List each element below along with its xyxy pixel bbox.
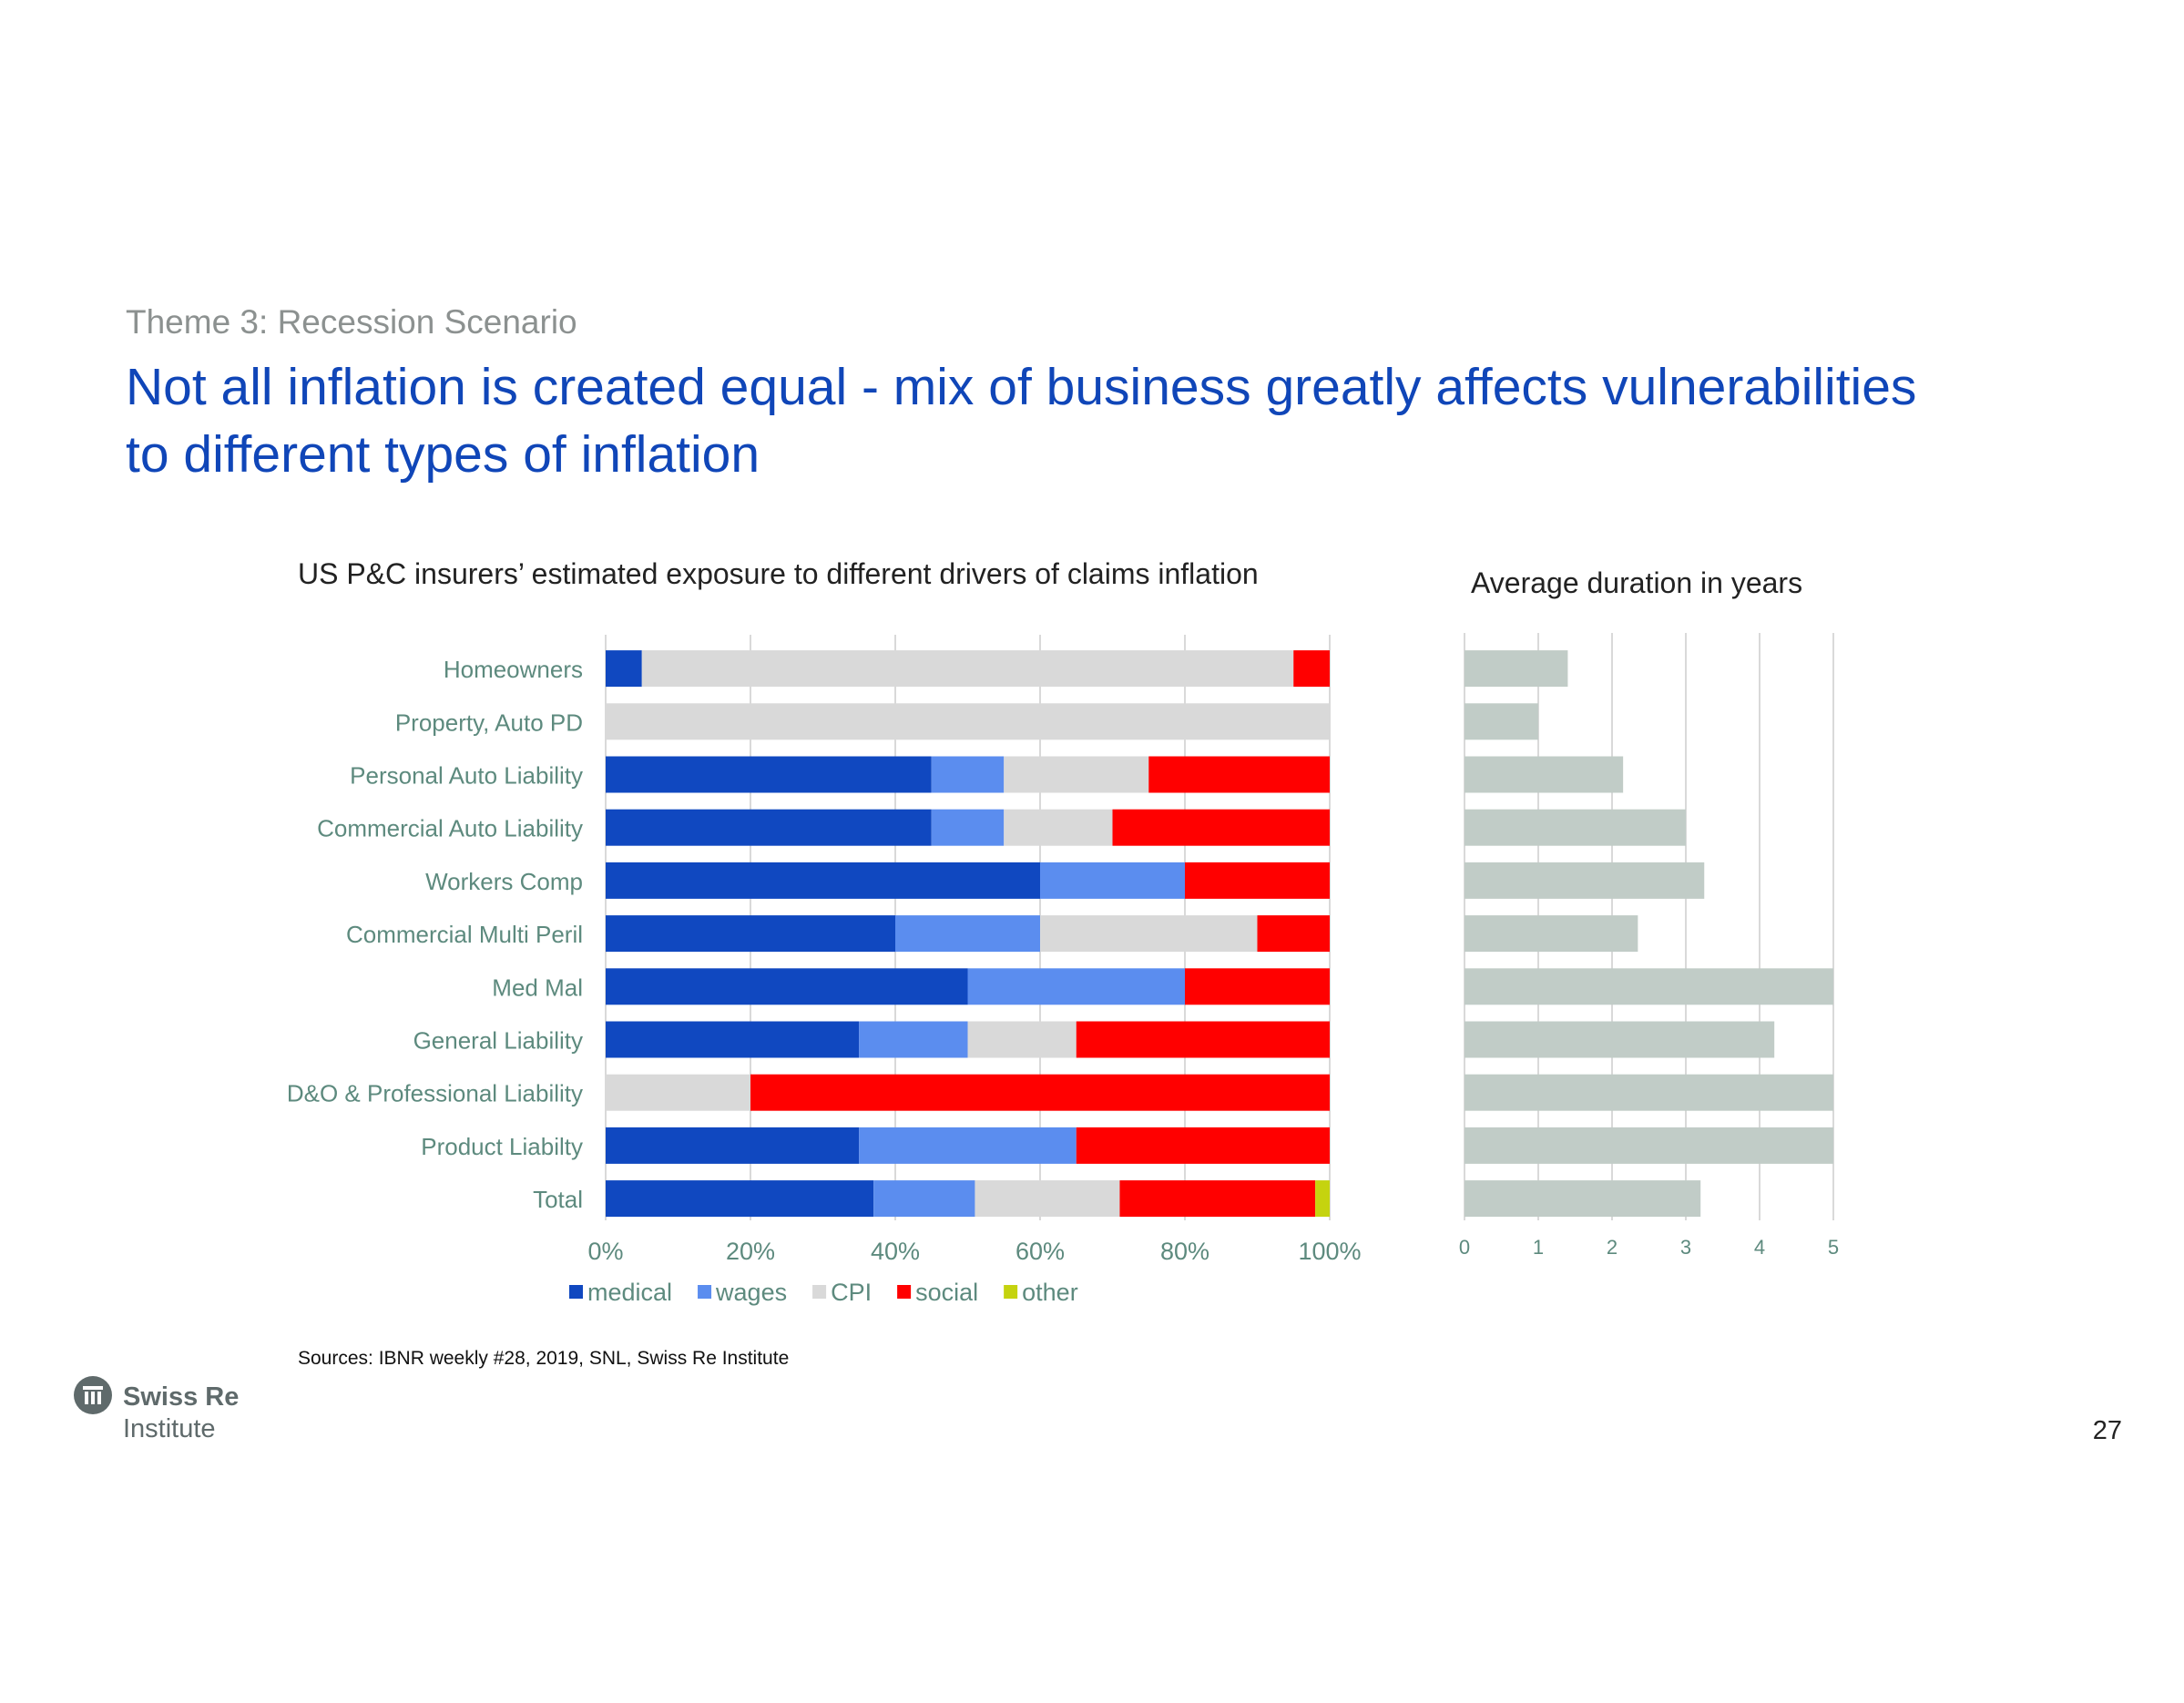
- exposure-category-label: Product Liabilty: [421, 1133, 583, 1160]
- duration-bar: [1465, 650, 1568, 688]
- exposure-bar-wages: [967, 968, 1185, 1005]
- exposure-bar-cpi: [606, 1074, 750, 1111]
- exposure-category-label: Workers Comp: [425, 868, 583, 895]
- exposure-bar-cpi: [1004, 809, 1113, 846]
- legend-swatch-social: [897, 1285, 912, 1299]
- exposure-bar-cpi: [975, 1180, 1120, 1218]
- legend-swatch-other: [1004, 1285, 1018, 1299]
- exposure-bar-social: [1148, 756, 1330, 793]
- exposure-bar-social: [1185, 968, 1330, 1005]
- exposure-bar-wages: [873, 1180, 975, 1218]
- exposure-bar-cpi: [1004, 756, 1149, 793]
- exposure-bar-medical: [606, 1127, 860, 1164]
- exposure-category-label: Med Mal: [492, 974, 583, 1001]
- logo-subtitle: Institute: [123, 1414, 216, 1443]
- exposure-x-tick-label: 0%: [587, 1238, 623, 1265]
- exposure-bar-cpi: [967, 1021, 1077, 1058]
- duration-bar: [1465, 1180, 1701, 1218]
- exposure-bar-medical: [606, 809, 932, 846]
- exposure-bar-social: [1257, 915, 1330, 953]
- exposure-bar-medical: [606, 756, 932, 793]
- exposure-bar-wages: [895, 915, 1040, 953]
- exposure-category-label: General Liability: [413, 1027, 583, 1055]
- exposure-bar-wages: [931, 809, 1005, 846]
- legend-swatch-medical: [569, 1285, 583, 1299]
- exposure-category-label: Property, Auto PD: [395, 709, 583, 736]
- exposure-bar-wages: [859, 1021, 968, 1058]
- exposure-bar-social: [1076, 1127, 1330, 1164]
- source-note: Sources: IBNR weekly #28, 2019, SNL, Swi…: [298, 1348, 790, 1369]
- duration-x-tick-label: 0: [1459, 1236, 1470, 1259]
- exposure-category-label: Personal Auto Liability: [350, 762, 583, 790]
- duration-bar: [1465, 809, 1686, 846]
- exposure-bar-medical: [606, 1180, 874, 1218]
- exposure-bar-medical: [606, 862, 1040, 899]
- exposure-bar-wages: [931, 756, 1005, 793]
- legend-swatch-wages: [698, 1285, 712, 1299]
- duration-bar: [1465, 1127, 1833, 1164]
- exposure-bar-social: [1185, 862, 1330, 899]
- legend-swatch-cpi: [812, 1285, 827, 1299]
- duration-bar: [1465, 862, 1705, 899]
- exposure-category-label: Commercial Multi Peril: [346, 921, 583, 948]
- duration-bar: [1465, 703, 1538, 740]
- exposure-bar-medical: [606, 650, 642, 688]
- exposure-bar-wages: [859, 1127, 1077, 1164]
- exposure-bar-wages: [1040, 862, 1185, 899]
- exposure-bar-other: [1315, 1180, 1330, 1218]
- exposure-category-label: Commercial Auto Liability: [317, 815, 583, 842]
- duration-x-tick-label: 1: [1533, 1236, 1544, 1259]
- exposure-x-tick-label: 40%: [871, 1238, 920, 1265]
- exposure-bar-medical: [606, 968, 968, 1005]
- exposure-category-label: Total: [533, 1186, 583, 1213]
- duration-x-tick-label: 4: [1754, 1236, 1765, 1259]
- exposure-bar-social: [1112, 809, 1330, 846]
- duration-bar: [1465, 968, 1833, 1005]
- exposure-x-tick-label: 80%: [1160, 1238, 1209, 1265]
- legend-label-social: social: [915, 1279, 978, 1306]
- legend-label-wages: wages: [715, 1279, 787, 1306]
- duration-bar: [1465, 1021, 1775, 1058]
- page-title-line-2: to different types of inflation: [126, 425, 760, 484]
- exposure-bar-medical: [606, 1021, 860, 1058]
- exposure-bar-social: [750, 1074, 1330, 1111]
- exposure-x-tick-label: 20%: [726, 1238, 775, 1265]
- exposure-chart-title: US P&C insurers’ estimated exposure to d…: [298, 557, 1259, 590]
- theme-label: Theme 3: Recession Scenario: [126, 303, 577, 341]
- duration-bar: [1465, 1074, 1833, 1111]
- legend-label-other: other: [1022, 1279, 1078, 1306]
- duration-x-tick-label: 2: [1607, 1236, 1618, 1259]
- duration-chart-title: Average duration in years: [1471, 566, 1803, 599]
- logo-name: Swiss Re: [123, 1382, 240, 1412]
- exposure-bar-social: [1076, 1021, 1330, 1058]
- exposure-bar-social: [1293, 650, 1330, 688]
- exposure-category-label: D&O & Professional Liability: [287, 1080, 583, 1107]
- exposure-bar-medical: [606, 915, 895, 953]
- swiss-re-logo-icon: [74, 1376, 112, 1414]
- page-title-line-1: Not all inflation is created equal - mix…: [126, 358, 1917, 416]
- exposure-x-tick-label: 60%: [1015, 1238, 1065, 1265]
- exposure-x-tick-label: 100%: [1298, 1238, 1361, 1265]
- duration-x-tick-label: 3: [1680, 1236, 1691, 1259]
- page-number: 27: [2092, 1416, 2122, 1445]
- page-title: Not all inflation is created equal - mix…: [126, 353, 2129, 488]
- duration-bar: [1465, 915, 1638, 953]
- duration-x-tick-label: 5: [1828, 1236, 1839, 1259]
- exposure-category-label: Homeowners: [444, 656, 583, 683]
- legend-label-medical: medical: [587, 1279, 672, 1306]
- exposure-bar-cpi: [1040, 915, 1258, 953]
- exposure-bar-cpi: [641, 650, 1294, 688]
- exposure-bar-cpi: [606, 703, 1330, 740]
- exposure-bar-social: [1119, 1180, 1316, 1218]
- legend-label-cpi: CPI: [831, 1279, 872, 1306]
- duration-bar: [1465, 756, 1624, 793]
